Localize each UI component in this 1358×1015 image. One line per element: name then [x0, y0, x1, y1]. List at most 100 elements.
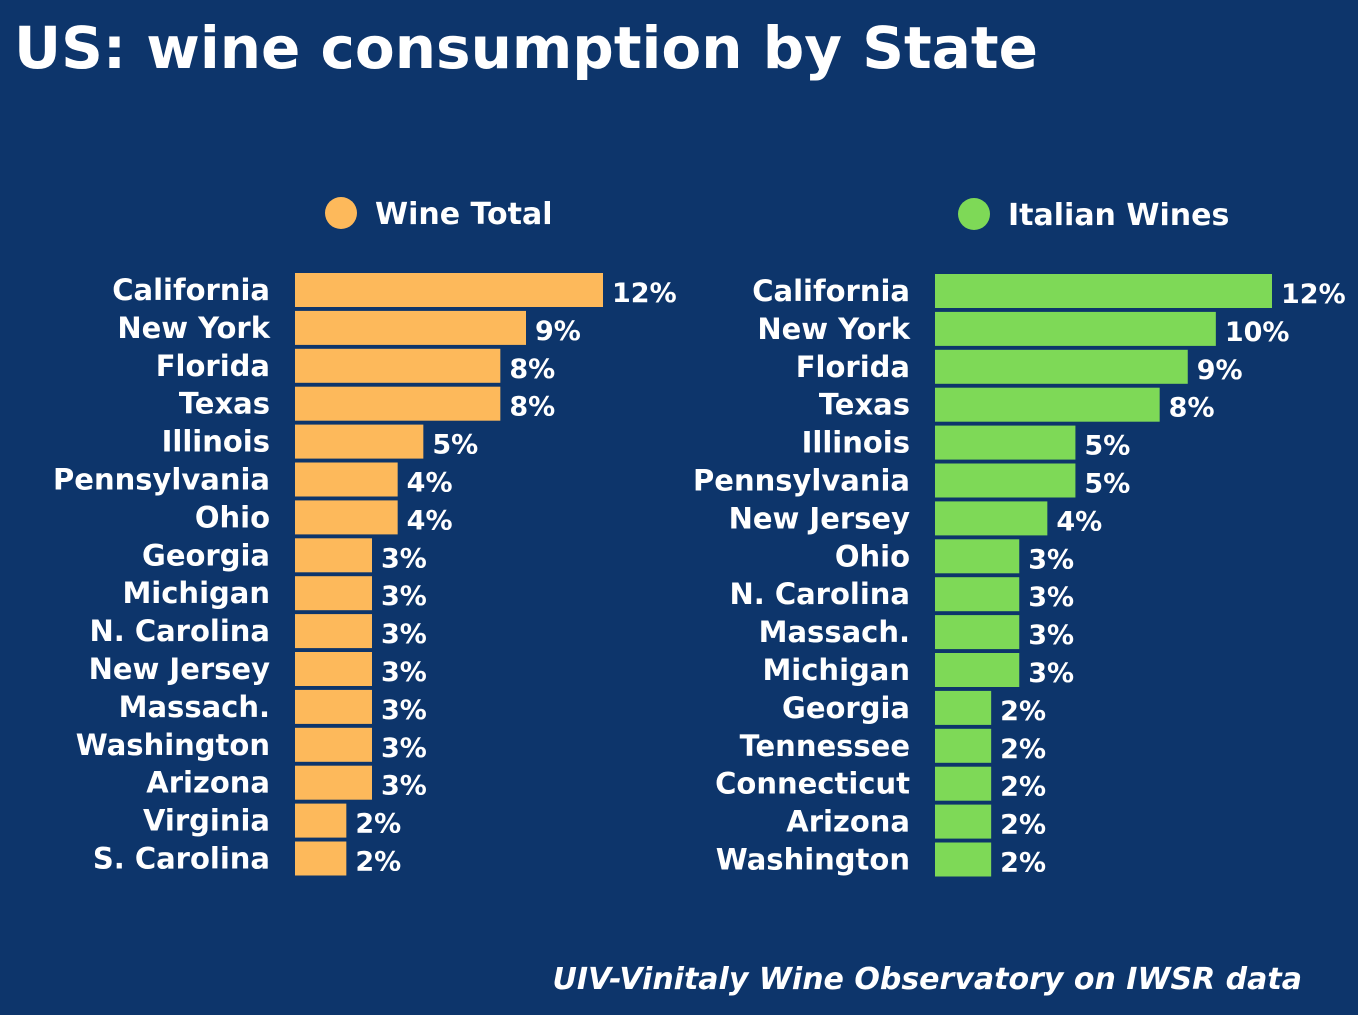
category-label-s-carolina: S. Carolina — [93, 842, 270, 876]
bar-texas — [935, 387, 1160, 422]
value-label-georgia: 3% — [381, 543, 427, 574]
category-label-massach: Massach. — [759, 615, 910, 649]
category-label-pennsylvania: Pennsylvania — [53, 463, 270, 497]
value-label-texas: 8% — [1169, 393, 1215, 424]
value-label-washington: 3% — [381, 733, 427, 764]
category-label-michigan: Michigan — [122, 576, 270, 610]
bar-connecticut — [935, 766, 992, 801]
category-label-pennsylvania: Pennsylvania — [693, 464, 910, 498]
value-label-new-york: 10% — [1225, 317, 1290, 348]
category-label-massach: Massach. — [119, 690, 270, 724]
bar-virginia — [295, 803, 347, 838]
bar-michigan — [295, 576, 372, 611]
category-label-tennessee: Tennessee — [740, 729, 910, 763]
value-label-massach: 3% — [381, 695, 427, 726]
value-label-michigan: 3% — [381, 581, 427, 612]
bar-n-carolina — [295, 614, 372, 649]
bar-massach — [295, 689, 372, 724]
value-label-california: 12% — [612, 278, 677, 309]
value-label-ohio: 3% — [1028, 544, 1074, 575]
category-label-new-york: New York — [117, 311, 270, 345]
value-label-n-carolina: 3% — [1028, 582, 1074, 613]
bar-new-jersey — [295, 652, 372, 686]
value-label-new-jersey: 3% — [381, 657, 427, 688]
bar-ohio — [935, 539, 1020, 574]
value-label-pennsylvania: 5% — [1084, 469, 1130, 500]
bar-california — [935, 274, 1272, 308]
bar-texas — [295, 386, 501, 421]
category-label-n-carolina: N. Carolina — [729, 577, 910, 611]
value-label-ohio: 4% — [407, 505, 453, 536]
value-label-georgia: 2% — [1000, 696, 1046, 727]
bar-arizona — [935, 804, 992, 839]
value-label-florida: 8% — [509, 354, 555, 385]
bar-pennsylvania — [295, 462, 398, 497]
bar-new-york — [295, 310, 526, 345]
value-label-pennsylvania: 4% — [407, 468, 453, 499]
source-note: UIV-Vinitaly Wine Observatory on IWSR da… — [552, 962, 1302, 997]
value-label-illinois: 5% — [432, 430, 478, 461]
category-label-california: California — [112, 273, 270, 307]
category-label-georgia: Georgia — [142, 538, 270, 572]
category-label-washington: Washington — [716, 843, 910, 877]
bar-ohio — [295, 500, 398, 535]
category-label-florida: Florida — [796, 350, 910, 384]
legend-swatch-italian-wines — [958, 198, 990, 230]
bar-pennsylvania — [935, 463, 1076, 498]
value-label-michigan: 3% — [1028, 658, 1074, 689]
bar-new-york — [935, 311, 1216, 346]
value-label-massach: 3% — [1028, 620, 1074, 651]
value-label-connecticut: 2% — [1000, 772, 1046, 803]
category-label-new-york: New York — [757, 312, 910, 346]
category-label-georgia: Georgia — [782, 691, 910, 725]
value-label-new-york: 9% — [535, 316, 581, 347]
value-label-virginia: 2% — [355, 809, 401, 840]
value-label-texas: 8% — [509, 392, 555, 423]
bar-illinois — [935, 425, 1076, 460]
category-label-texas: Texas — [179, 387, 270, 421]
category-label-florida: Florida — [156, 349, 270, 383]
category-label-n-carolina: N. Carolina — [89, 614, 270, 648]
value-label-s-carolina: 2% — [355, 847, 401, 878]
value-label-tennessee: 2% — [1000, 734, 1046, 765]
category-label-california: California — [752, 274, 910, 308]
value-label-new-jersey: 4% — [1056, 506, 1102, 537]
bar-california — [295, 273, 603, 307]
category-label-new-jersey: New Jersey — [729, 501, 911, 535]
category-label-texas: Texas — [819, 388, 910, 422]
category-label-connecticut: Connecticut — [715, 767, 910, 801]
value-label-florida: 9% — [1197, 355, 1243, 386]
category-label-ohio: Ohio — [835, 539, 910, 573]
bar-georgia — [935, 690, 992, 725]
bar-michigan — [935, 653, 1020, 687]
bar-s-carolina — [295, 841, 347, 876]
category-label-arizona: Arizona — [146, 766, 270, 800]
category-label-new-jersey: New Jersey — [89, 652, 271, 686]
category-label-arizona: Arizona — [786, 805, 910, 839]
bar-tennessee — [935, 728, 992, 763]
legend-label-wine-total: Wine Total — [375, 197, 552, 232]
value-label-arizona: 2% — [1000, 810, 1046, 841]
category-label-washington: Washington — [76, 728, 270, 762]
bar-massach — [935, 615, 1020, 650]
bar-n-carolina — [935, 577, 1020, 612]
category-label-ohio: Ohio — [195, 500, 270, 534]
category-label-virginia: Virginia — [143, 804, 270, 838]
chart-wine-total: Wine Total California 12% New York 9% Florida… — [53, 197, 677, 878]
bar-georgia — [295, 538, 372, 573]
category-label-illinois: Illinois — [162, 425, 270, 459]
bar-arizona — [295, 765, 372, 800]
value-label-washington: 2% — [1000, 848, 1046, 879]
bar-florida — [935, 349, 1188, 384]
bar-washington — [295, 727, 372, 762]
legend-label-italian-wines: Italian Wines — [1008, 198, 1229, 233]
bar-washington — [935, 842, 992, 877]
value-label-california: 12% — [1281, 279, 1346, 310]
bar-illinois — [295, 424, 424, 459]
value-label-arizona: 3% — [381, 771, 427, 802]
value-label-n-carolina: 3% — [381, 619, 427, 650]
chart-title: US: wine consumption by State — [14, 14, 1038, 82]
value-label-illinois: 5% — [1084, 431, 1130, 462]
bar-florida — [295, 348, 501, 383]
